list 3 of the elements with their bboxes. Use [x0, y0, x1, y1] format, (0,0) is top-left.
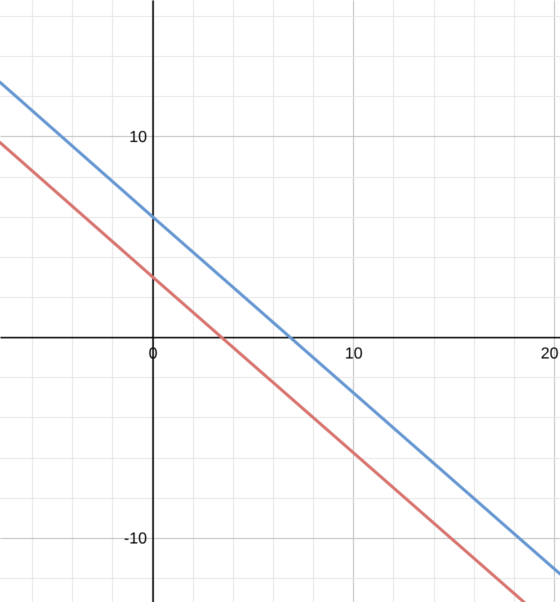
x-tick-label: 20 [540, 346, 559, 363]
x-tick-label: 10 [344, 346, 363, 363]
y-tick-label: -10 [124, 530, 148, 548]
